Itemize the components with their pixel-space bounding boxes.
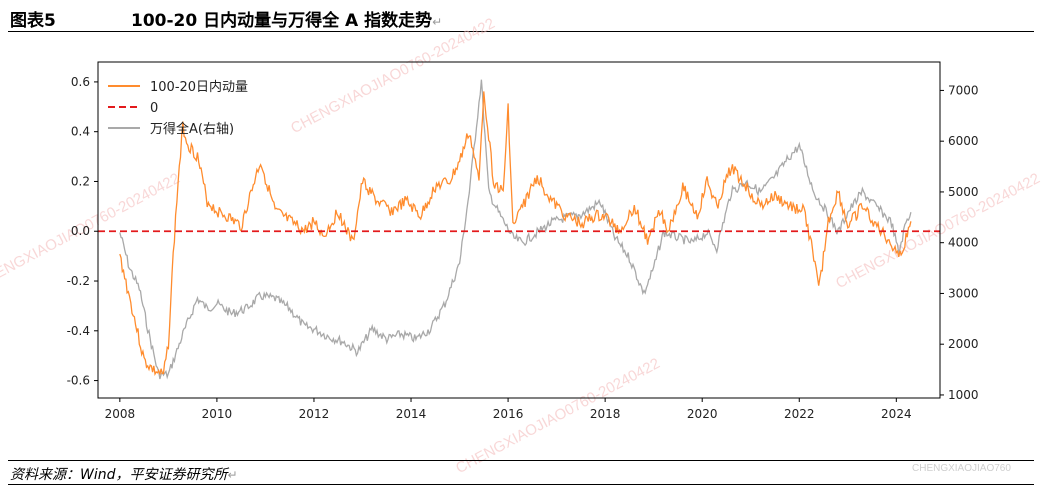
x-tick-label: 2024 (881, 407, 912, 421)
legend-label: 万得全A(右轴) (150, 121, 234, 137)
x-tick-label: 2008 (105, 407, 136, 421)
y-right-tick-label: 5000 (948, 185, 979, 199)
figure-title: 100-20 日内动量与万得全 A 指数走势↵ (131, 6, 442, 31)
y-right-tick-label: 4000 (948, 236, 979, 250)
legend-label: 100-20日内动量 (150, 79, 248, 95)
y-left-tick-label: 0.0 (71, 224, 90, 238)
x-tick-label: 2018 (590, 407, 621, 421)
x-tick-label: 2014 (396, 407, 427, 421)
y-right-tick-label: 7000 (948, 83, 979, 97)
plot-area (98, 79, 940, 380)
series-line-momentum (119, 91, 912, 376)
series-line-index (119, 79, 912, 380)
x-tick-label: 2012 (299, 407, 330, 421)
x-tick-label: 2010 (202, 407, 233, 421)
y-right-tick-label: 2000 (948, 337, 979, 351)
watermark-text: CHENGXIAOJIAO0760-20240422 (453, 355, 663, 477)
x-tick-label: 2022 (784, 407, 815, 421)
return-mark-icon: ↵ (432, 15, 443, 29)
return-mark-icon: ↵ (227, 468, 238, 482)
legend-label: 0 (150, 101, 158, 116)
y-left-tick-label: -0.4 (67, 324, 90, 338)
figure-title-text: 100-20 日内动量与万得全 A 指数走势 (131, 11, 433, 31)
y-left-tick-label: -0.2 (67, 274, 90, 288)
y-right-tick-label: 1000 (948, 388, 979, 402)
y-left-tick-label: 0.6 (71, 75, 90, 89)
footer-rule-top (8, 460, 1034, 461)
axes: 2008 2010 2012 2014 2016 2018 2020 2022 2024 -0.6… (67, 61, 979, 421)
footer-watermark: CHENGXIAOJIAO760 (912, 463, 1011, 474)
y-left-tick-label: 0.4 (71, 125, 90, 139)
plot-frame (97, 61, 941, 399)
x-tick-label: 2020 (687, 407, 718, 421)
figure-number: 图表5 (10, 11, 56, 31)
y-left-tick-label: -0.6 (67, 374, 90, 388)
source-text: 资料来源：Wind，平安证券研究所 (10, 467, 228, 483)
watermark-text: CHENGXIAOJIAO0760-20240422 (288, 15, 498, 137)
footer-rule-bottom (8, 484, 1034, 485)
figure-header: 图表5 100-20 日内动量与万得全 A 指数走势↵ (8, 2, 1034, 32)
y-right-tick-label: 3000 (948, 286, 979, 300)
y-left-tick-label: 0.2 (71, 174, 90, 188)
header-rule (8, 31, 1034, 32)
legend: 100-20日内动量 0 万得全A(右轴) (108, 79, 248, 137)
x-tick-label: 2016 (493, 407, 524, 421)
source-note: 资料来源：Wind，平安证券研究所↵ (10, 464, 238, 484)
y-right-tick-label: 6000 (948, 134, 979, 148)
